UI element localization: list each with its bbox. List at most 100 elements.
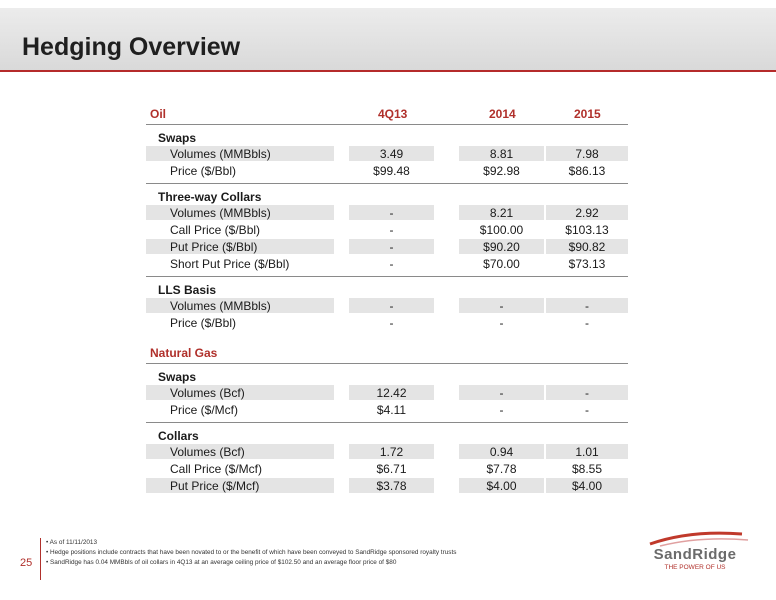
gas-label: Natural Gas xyxy=(150,346,218,360)
row-label: Call Price ($/Mcf) xyxy=(170,462,263,476)
logo-text: SandRidge xyxy=(653,546,737,563)
footnote: • As of 11/11/2013 xyxy=(46,539,98,546)
row-label: Price ($/Bbl) xyxy=(170,316,237,330)
title-bar: Hedging Overview xyxy=(0,8,776,72)
row-label: Volumes (MMBbls) xyxy=(170,147,271,161)
group-title: Swaps xyxy=(146,364,628,384)
row-shading xyxy=(459,298,544,313)
row-label: Volumes (MMBbls) xyxy=(170,206,271,220)
row-value: - xyxy=(499,299,504,313)
group-title-text: Swaps xyxy=(158,131,197,145)
page-number: 25 xyxy=(20,557,33,569)
col-4q13: 4Q13 xyxy=(378,107,408,121)
row-value: 8.21 xyxy=(489,206,514,220)
gas-header-row: Natural Gas xyxy=(146,343,628,364)
footnote: • Hedge positions include contracts that… xyxy=(46,549,457,556)
row-shading xyxy=(459,385,544,400)
row-shading xyxy=(459,444,544,459)
row-shading xyxy=(349,205,434,220)
row-shading xyxy=(146,239,334,254)
row-shading xyxy=(546,298,628,313)
row-value: $103.13 xyxy=(565,223,609,237)
row-value: - xyxy=(585,403,589,417)
row-shading xyxy=(546,205,628,220)
row-label: Volumes (Bcf) xyxy=(170,445,245,459)
row-shading xyxy=(146,385,334,400)
row-shading xyxy=(546,239,628,254)
row-shading xyxy=(546,385,628,400)
row-value: - xyxy=(389,223,394,237)
row-value: - xyxy=(389,316,394,330)
footnote: • SandRidge has 0.04 MMBbls of oil colla… xyxy=(46,559,397,566)
row-value: 3.49 xyxy=(379,147,404,161)
row-shading xyxy=(146,205,334,220)
row-label: Put Price ($/Bbl) xyxy=(170,240,258,254)
row-value: $8.55 xyxy=(571,462,603,476)
group-title-text: Swaps xyxy=(158,370,197,384)
group-divider xyxy=(146,183,628,184)
row-value: 1.01 xyxy=(575,445,599,459)
row-value: $4.00 xyxy=(486,479,517,493)
footnotes: • As of 11/11/2013 • Hedge positions inc… xyxy=(46,538,456,568)
row-value: - xyxy=(389,206,394,220)
row-shading xyxy=(349,239,434,254)
row-shading xyxy=(146,444,334,459)
oil-label: Oil xyxy=(150,107,167,121)
table-row: Volumes (MMBbls) - 8.21 2.92 xyxy=(146,204,628,221)
row-value: - xyxy=(585,299,589,313)
row-label: Short Put Price ($/Bbl) xyxy=(170,257,290,271)
row-value: $90.20 xyxy=(483,240,520,254)
row-value: $70.00 xyxy=(483,257,520,271)
group-title-text: Collars xyxy=(158,429,199,443)
row-value: $73.13 xyxy=(568,257,606,271)
row-value: 1.72 xyxy=(379,445,404,459)
group-title-text: Three-way Collars xyxy=(158,190,262,204)
table-row: Short Put Price ($/Bbl) - $70.00 $73.13 xyxy=(146,255,628,272)
sandridge-logo: SandRidge THE POWER OF US xyxy=(630,528,760,578)
row-value: - xyxy=(585,316,589,330)
table-row: Volumes (Bcf) 12.42 - - xyxy=(146,384,628,401)
row-value: 7.98 xyxy=(575,147,599,161)
table-row: Price ($/Mcf) $4.11 - - xyxy=(146,401,628,418)
row-value: - xyxy=(585,386,589,400)
group-divider xyxy=(146,422,628,423)
col-2015: 2015 xyxy=(574,107,601,121)
col-2014: 2014 xyxy=(489,107,516,121)
row-shading xyxy=(349,478,434,493)
oil-section: Swaps Volumes (MMBbls) 3.49 8.81 7.98 Price (… xyxy=(146,125,628,331)
row-value: - xyxy=(389,257,394,271)
row-value: $92.98 xyxy=(483,164,520,178)
row-value: $86.13 xyxy=(568,164,606,178)
table-row: Volumes (MMBbls) 3.49 8.81 7.98 xyxy=(146,145,628,162)
table-row: Put Price ($/Mcf) $3.78 $4.00 $4.00 xyxy=(146,477,628,494)
row-value: $7.78 xyxy=(486,462,517,476)
row-shading xyxy=(546,478,628,493)
group-divider xyxy=(146,276,628,277)
table-row: Price ($/Bbl) $99.48 $92.98 $86.13 xyxy=(146,162,628,179)
row-shading xyxy=(146,298,334,313)
row-value: - xyxy=(389,299,394,313)
group-title: Swaps xyxy=(146,125,628,145)
row-label: Call Price ($/Bbl) xyxy=(170,223,261,237)
row-value: $100.00 xyxy=(479,223,524,237)
row-value: - xyxy=(499,386,504,400)
group-title-text: LLS Basis xyxy=(158,283,217,297)
row-shading xyxy=(459,205,544,220)
row-value: 2.92 xyxy=(575,206,599,220)
row-shading xyxy=(546,444,628,459)
row-shading xyxy=(349,298,434,313)
table-row: Price ($/Bbl) - - - xyxy=(146,314,628,331)
table-row: Put Price ($/Bbl) - $90.20 $90.82 xyxy=(146,238,628,255)
row-shading xyxy=(546,146,628,161)
group-title: Collars xyxy=(146,423,628,443)
logo-tagline: THE POWER OF US xyxy=(664,564,726,571)
row-value: 12.42 xyxy=(376,386,407,400)
row-label: Price ($/Mcf) xyxy=(170,403,239,417)
row-value: $4.11 xyxy=(376,403,407,417)
page-title: Hedging Overview xyxy=(22,33,241,61)
row-label: Put Price ($/Mcf) xyxy=(170,479,260,493)
group-title: Three-way Collars xyxy=(146,184,628,204)
footer-divider xyxy=(40,538,41,580)
row-shading xyxy=(459,239,544,254)
logo-swoosh-icon xyxy=(649,531,749,547)
